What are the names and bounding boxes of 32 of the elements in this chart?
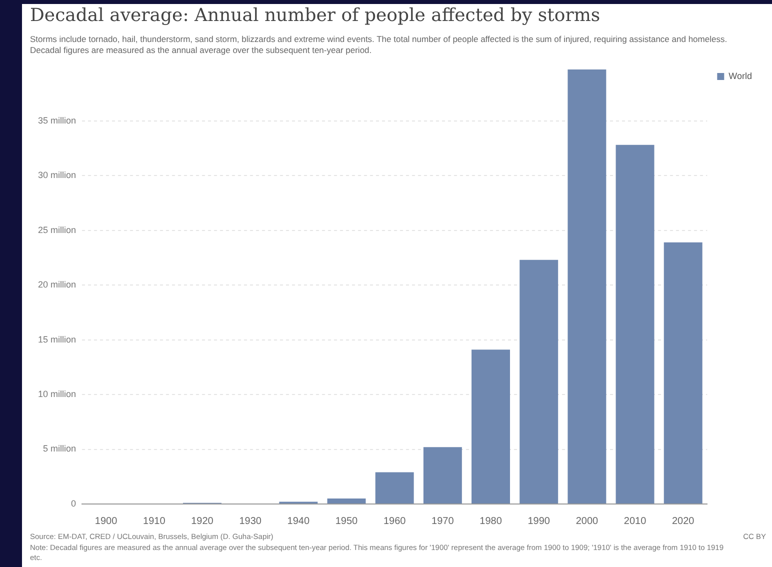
y-tick-label: 10 million	[38, 389, 76, 400]
x-tick-label: 1970	[432, 516, 454, 527]
y-tick-label: 5 million	[43, 444, 76, 454]
bar	[423, 447, 462, 504]
bar	[664, 242, 702, 504]
chart-subtitle: Storms include tornado, hail, thunderstorm, sand storm, blizzards and extreme wind events. The total number of people affected is the sum of injured, requiring assistance and homeless. Decadal figures are measured as the annual average over the subsequent ten-year period.	[30, 34, 728, 56]
x-tick-label: 2020	[672, 516, 695, 527]
bar	[327, 498, 366, 504]
legend-label: World	[728, 70, 752, 81]
bar	[375, 472, 414, 504]
x-tick-label: 1950	[335, 516, 358, 527]
x-tick-label: 2010	[624, 516, 647, 527]
bar	[520, 260, 558, 504]
chart-title: Decadal average: Annual number of people affected by storms	[30, 5, 600, 26]
y-tick-label: 35 million	[38, 115, 76, 126]
bar	[472, 350, 510, 504]
x-tick-label: 1940	[287, 516, 310, 527]
bar	[616, 144, 654, 504]
x-tick-label: 1920	[191, 516, 214, 527]
x-tick-label: 1990	[528, 516, 550, 527]
bar	[568, 69, 606, 504]
x-tick-label: 1910	[143, 516, 166, 527]
y-tick-label: 15 million	[38, 334, 76, 344]
y-tick-label: 0	[71, 498, 76, 508]
x-tick-label: 1960	[383, 516, 406, 527]
x-tick-label: 1930	[239, 516, 262, 527]
x-tick-label: 1980	[480, 516, 502, 527]
x-tick-label: 1900	[94, 516, 118, 527]
y-tick-label: 30 million	[38, 170, 76, 180]
y-tick-label: 25 million	[38, 224, 76, 235]
x-tick-label: 2000	[576, 516, 598, 527]
y-tick-label: 20 million	[38, 280, 76, 290]
